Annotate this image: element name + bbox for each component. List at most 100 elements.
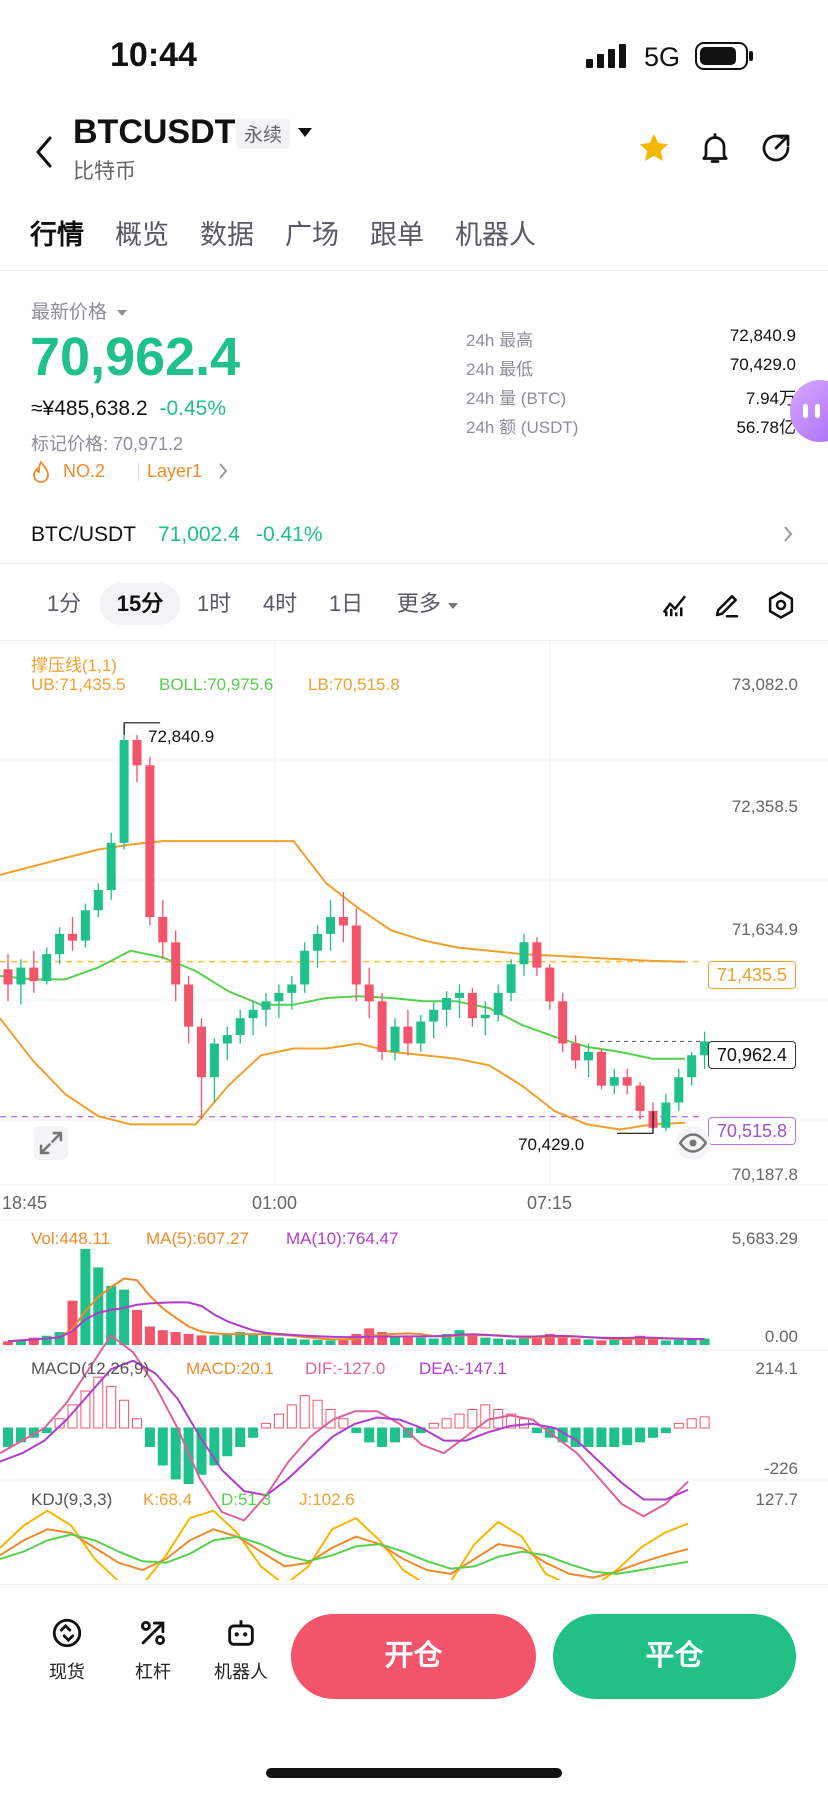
current-price-tag[interactable]: 70,962.4 <box>707 1041 796 1069</box>
candle-body <box>571 1043 581 1061</box>
macd-histogram-bar <box>338 1418 349 1429</box>
battery-icon <box>695 42 755 70</box>
x-axis-label: 07:15 <box>527 1193 573 1213</box>
macd-histogram-bar <box>480 1404 491 1429</box>
nav-bot[interactable]: 机器人 <box>206 1616 276 1684</box>
macd-histogram-bar <box>248 1427 259 1438</box>
tab-data[interactable]: 数据 <box>200 220 254 250</box>
timeframe-1h[interactable]: 1时 <box>196 591 232 616</box>
candle-body <box>3 969 13 985</box>
candle-body <box>119 739 129 843</box>
volume-bar <box>15 1339 26 1345</box>
macd-histogram-bar <box>54 1418 65 1429</box>
candle-body <box>635 1085 645 1111</box>
back-icon[interactable] <box>30 132 60 172</box>
volume-bar <box>157 1330 168 1345</box>
timeframe-15m[interactable]: 15分 <box>100 583 180 625</box>
timeframe-1d[interactable]: 1日 <box>328 591 364 616</box>
macd-histogram-bar <box>660 1427 671 1434</box>
low-marker-line <box>617 1111 654 1134</box>
support-resistance-label: 撑压线(1,1) <box>31 656 117 675</box>
candle-body <box>184 984 194 1027</box>
kdj-d-line <box>0 1533 689 1575</box>
timeframe-more-label: 更多 <box>396 591 441 616</box>
candle-body <box>622 1077 632 1086</box>
nav-leverage[interactable]: 杠杆 <box>126 1616 180 1684</box>
share-icon[interactable] <box>758 130 794 166</box>
kdj-max-label: 127.7 <box>755 1490 798 1509</box>
tab-bot[interactable]: 机器人 <box>455 220 536 250</box>
nav-spot[interactable]: 现货 <box>40 1616 94 1684</box>
boll-mid-label: BOLL:70,975.6 <box>159 675 274 694</box>
volume-bar <box>686 1339 697 1345</box>
expand-icon[interactable] <box>34 1126 68 1160</box>
candle-body <box>261 1001 271 1010</box>
candle-body <box>519 942 529 965</box>
indicator-icon[interactable] <box>660 590 690 620</box>
draw-pen-icon[interactable] <box>712 590 742 620</box>
tag-divider <box>138 463 139 481</box>
bell-icon[interactable] <box>697 130 733 166</box>
category-label: Layer1 <box>147 461 203 481</box>
stat-turnover-value: 56.78亿 <box>736 418 796 437</box>
tab-square[interactable]: 广场 <box>285 220 339 250</box>
volume-bar <box>170 1332 181 1345</box>
timeframe-1m[interactable]: 1分 <box>46 591 82 616</box>
robot-icon <box>228 1620 254 1646</box>
chart-settings-icon[interactable] <box>766 590 796 620</box>
spot-price-row[interactable]: BTC/USDT 71,002.4 -0.41% <box>0 510 828 556</box>
tab-overview[interactable]: 概览 <box>115 220 169 250</box>
macd-histogram-bar <box>235 1427 246 1447</box>
leverage-icon <box>140 1620 166 1646</box>
rank-label: NO.2 <box>63 461 106 481</box>
close-position-button[interactable]: 平仓 <box>553 1614 796 1699</box>
macd-histogram-bar <box>3 1427 13 1447</box>
candle-body <box>506 964 516 993</box>
volume-bar <box>467 1335 478 1345</box>
candle-body <box>558 1001 568 1044</box>
nav-leverage-label: 杠杆 <box>135 1662 171 1682</box>
volume-bar <box>299 1339 310 1345</box>
spot-pair: BTC/USDT <box>31 523 136 546</box>
macd-histogram-bar <box>312 1399 323 1429</box>
signal-icon <box>586 44 628 68</box>
candle-body <box>287 984 297 993</box>
candle-body <box>674 1077 684 1103</box>
kline-chart[interactable] <box>0 640 828 1580</box>
open-position-button[interactable]: 开仓 <box>291 1614 536 1699</box>
candle-body <box>584 1051 593 1061</box>
last-price-label[interactable]: 最新价格 <box>31 297 128 324</box>
macd-histogram-bar <box>596 1427 607 1447</box>
candle-body <box>442 997 452 1010</box>
timeframe-more[interactable]: 更多 <box>388 583 468 625</box>
home-indicator <box>266 1768 562 1778</box>
macd-histogram-bar <box>80 1390 91 1429</box>
favorite-star-icon[interactable] <box>637 131 671 165</box>
candle-body <box>209 1043 219 1078</box>
symbol-title[interactable]: BTCUSDT <box>73 113 236 151</box>
candle-body <box>158 917 168 943</box>
volume-bar <box>506 1339 517 1345</box>
kdj-j-label: J:102.6 <box>299 1490 355 1509</box>
stat-volume-label: 24h 量 (BTC) <box>466 389 567 408</box>
tab-market[interactable]: 行情 <box>30 220 84 250</box>
symbol-dropdown-icon[interactable] <box>296 125 314 139</box>
candle-body <box>29 967 39 982</box>
timeframe-4h[interactable]: 4时 <box>262 591 298 616</box>
volume-bar <box>144 1326 155 1345</box>
macd-histogram-bar <box>132 1418 142 1429</box>
volume-bar <box>493 1338 504 1345</box>
tab-copy-trade[interactable]: 跟单 <box>370 220 424 250</box>
eye-icon[interactable] <box>676 1126 710 1160</box>
volume-bar <box>544 1333 555 1345</box>
boll-lb-label: LB:70,515.8 <box>308 675 400 694</box>
macd-dif-line <box>0 1334 689 1522</box>
spot-change: -0.41% <box>256 523 323 546</box>
low-annotation: 70,429.0 <box>518 1135 585 1154</box>
volume-bar <box>531 1335 542 1345</box>
x-axis-label: 18:45 <box>2 1193 48 1213</box>
candle-body <box>532 942 542 968</box>
volume-bar <box>80 1248 91 1345</box>
volume-bar <box>609 1339 620 1345</box>
candle-body <box>222 1035 232 1044</box>
